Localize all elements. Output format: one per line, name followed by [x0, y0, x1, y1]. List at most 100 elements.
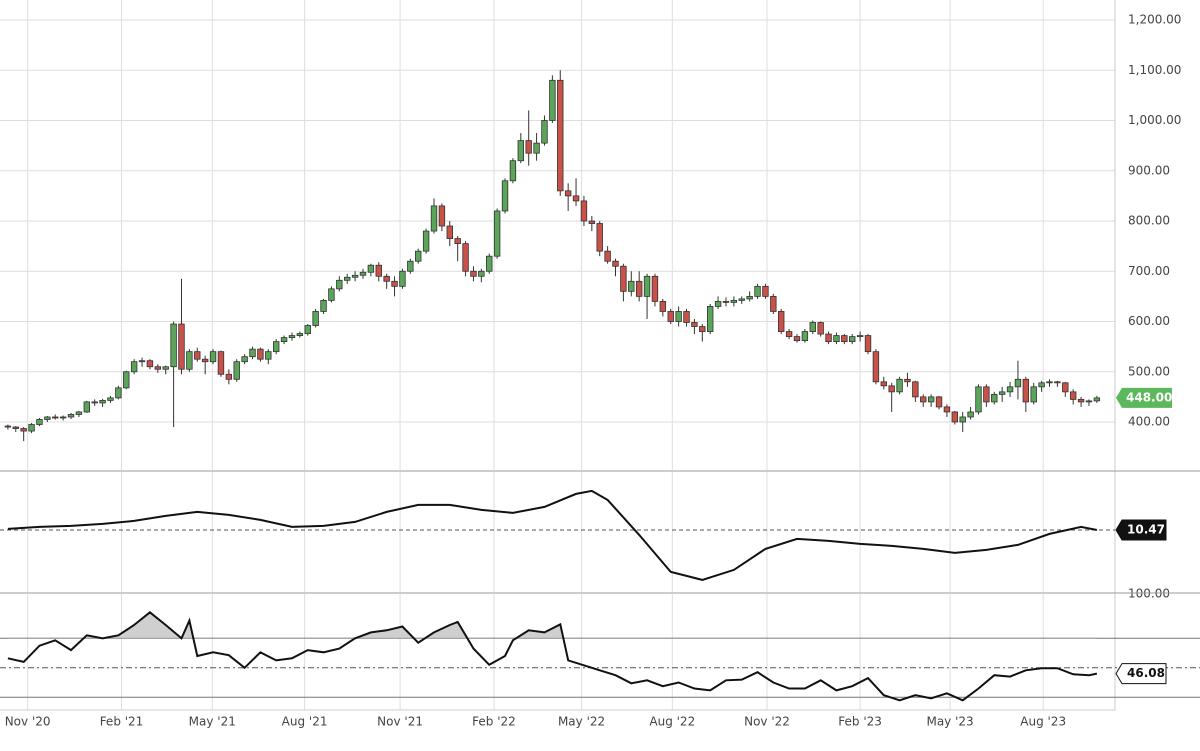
candle-body	[1006, 386, 1014, 393]
y-tick-label: 800.00	[1128, 214, 1170, 228]
candle-body	[588, 220, 596, 224]
candle-body	[628, 280, 635, 292]
candle-body	[817, 322, 824, 335]
candle-body	[344, 276, 351, 281]
candle-body	[359, 271, 367, 276]
candle-body	[809, 322, 816, 332]
candle-body	[146, 360, 154, 368]
candle-body	[714, 301, 722, 307]
x-tick-label: Feb '22	[472, 715, 516, 729]
candle-body	[754, 285, 761, 297]
candle-body	[438, 205, 446, 227]
x-tick-label: May '22	[558, 715, 605, 729]
candle-body	[920, 396, 927, 403]
x-tick-label: Nov '22	[744, 715, 790, 729]
candle-body	[454, 238, 461, 245]
candle-body	[375, 264, 382, 277]
candle-body	[28, 424, 35, 432]
candle-body	[904, 378, 911, 383]
y-tick-label: 900.00	[1128, 163, 1170, 177]
candle-body	[280, 337, 288, 343]
candle-body	[178, 323, 185, 370]
candle-body	[328, 288, 335, 301]
candle-body	[59, 416, 67, 419]
candle-body	[525, 140, 532, 154]
candle-body	[683, 311, 690, 323]
candle-body	[123, 371, 130, 389]
candle-body	[407, 260, 414, 272]
candle-body	[1022, 378, 1030, 403]
candle-body	[1069, 391, 1077, 400]
candle-body	[36, 419, 43, 425]
x-tick-label: Aug '21	[282, 715, 328, 729]
candle-body	[564, 190, 572, 197]
candle-body	[746, 295, 753, 300]
candle-body	[20, 428, 27, 432]
candle-body	[1014, 378, 1022, 388]
x-tick-label: Feb '21	[100, 715, 144, 729]
candle-body	[651, 275, 659, 302]
candle-body	[470, 270, 477, 277]
candle-body	[1030, 386, 1037, 403]
x-tick-label: Nov '20	[5, 715, 51, 729]
candle-body	[249, 348, 256, 358]
candle-body	[983, 386, 990, 403]
candle-body	[888, 385, 895, 393]
candle-body	[399, 270, 406, 287]
candle-body	[265, 351, 272, 360]
candle-body	[509, 160, 517, 182]
candle-body	[943, 406, 951, 413]
candle-body	[186, 351, 193, 370]
candle-body	[391, 280, 398, 287]
candle-body	[99, 400, 106, 404]
candle-body	[367, 264, 375, 273]
candle-body	[793, 336, 801, 342]
candle-body	[833, 335, 840, 343]
candle-body	[493, 210, 501, 257]
x-tick-label: Nov '21	[377, 715, 423, 729]
candle-body	[596, 223, 603, 252]
candle-body	[912, 381, 919, 398]
candle-body	[730, 300, 738, 303]
candle-body	[1046, 381, 1053, 384]
candle-body	[762, 285, 769, 297]
candle-body	[430, 205, 438, 232]
candle-body	[557, 79, 564, 192]
candle-body	[422, 230, 430, 252]
candle-body	[91, 401, 98, 404]
candle-body	[580, 200, 588, 222]
candle-body	[241, 356, 248, 363]
overbought-area	[7, 611, 1098, 639]
candle-body	[201, 358, 209, 363]
candle-body	[778, 311, 785, 332]
last-value-tag	[1115, 663, 1167, 685]
candle-body	[872, 351, 880, 383]
candle-body	[154, 366, 162, 370]
candle-body	[770, 295, 777, 312]
candle-body	[667, 311, 674, 322]
x-tick-label: Aug '22	[649, 715, 695, 729]
y-tick-label: 500.00	[1128, 364, 1170, 378]
candle-body	[785, 331, 793, 337]
candle-body	[52, 416, 59, 419]
candle-body	[849, 336, 856, 343]
candle-body	[675, 311, 682, 322]
candle-body	[12, 426, 19, 429]
last-price-tag	[1116, 387, 1172, 408]
y-tick-label: 1,000.00	[1128, 113, 1181, 127]
candle-body	[115, 387, 122, 399]
candle-body	[825, 333, 832, 343]
candle-body	[170, 323, 177, 368]
candle-body	[67, 414, 75, 418]
candle-body	[336, 279, 343, 290]
candle-body	[604, 250, 611, 262]
candle-body	[1085, 400, 1093, 403]
candle-body	[643, 275, 651, 297]
candle-body	[659, 301, 667, 312]
candle-body	[194, 351, 201, 360]
y-tick-label: 400.00	[1128, 415, 1170, 429]
candle-body	[138, 360, 146, 363]
candle-body	[880, 381, 887, 387]
candle-body	[225, 373, 233, 380]
